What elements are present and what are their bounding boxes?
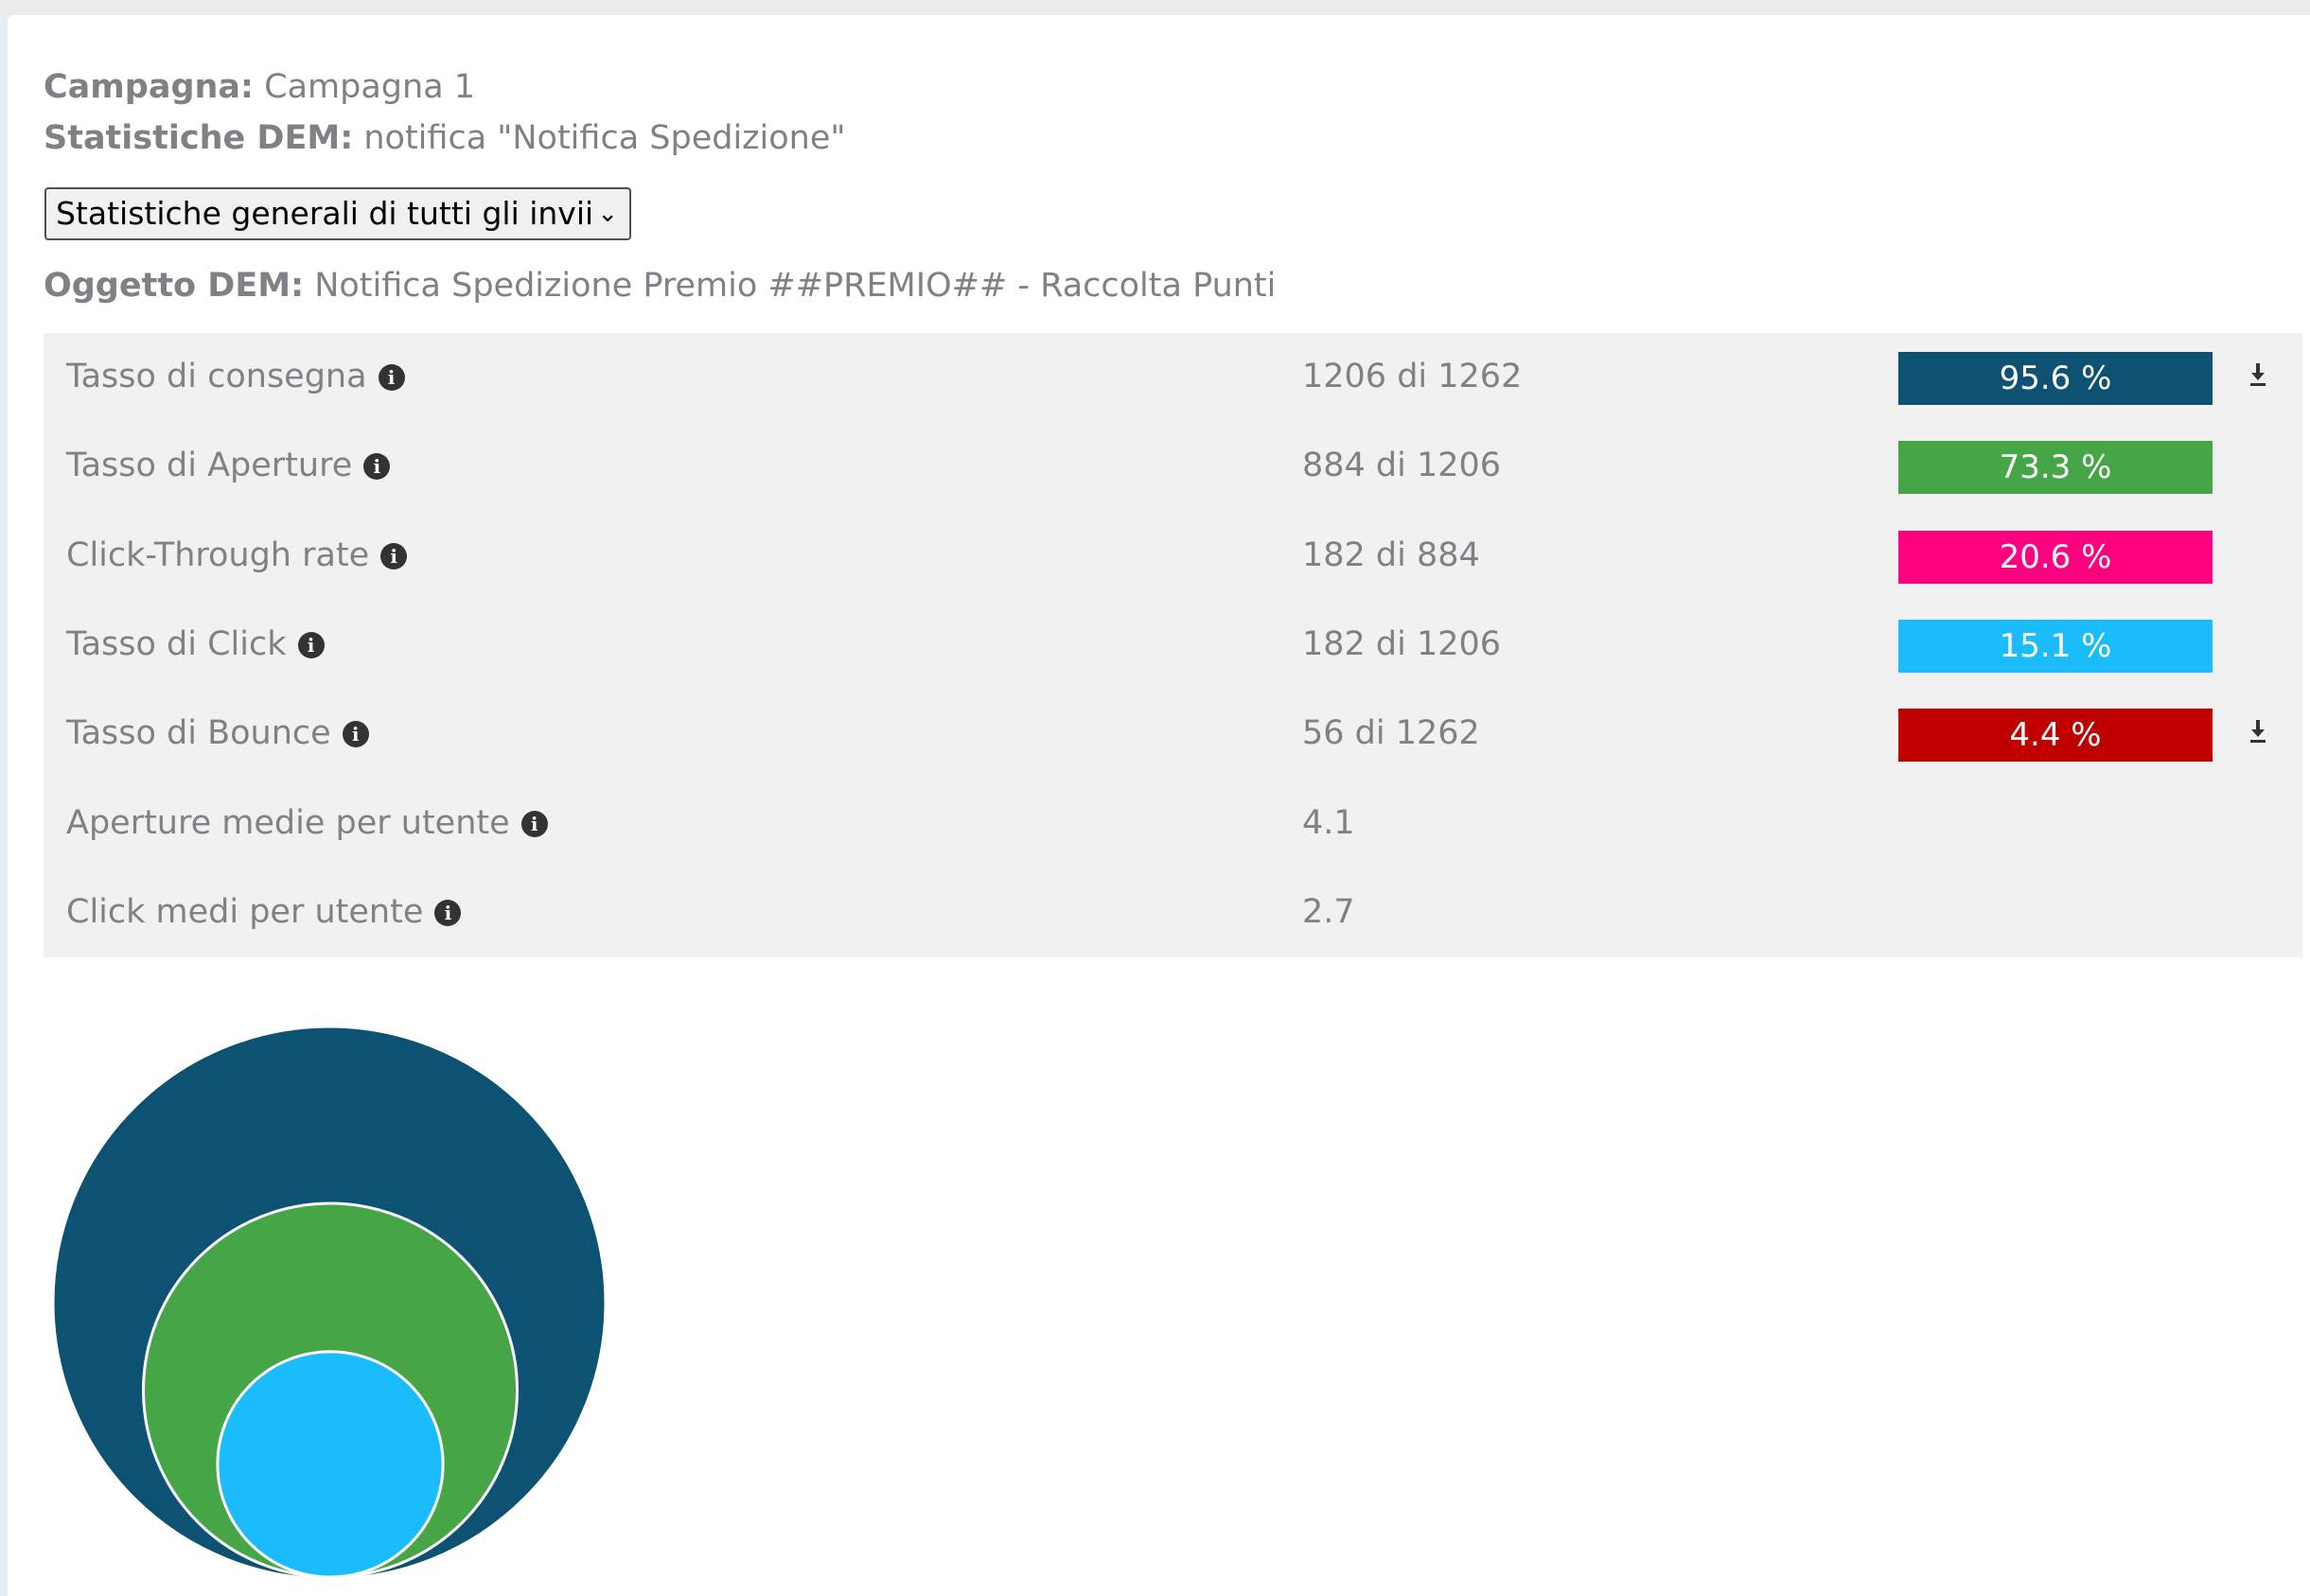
- circle-clicked: [216, 1350, 445, 1579]
- stat-value: 884 di 1206: [1302, 447, 1502, 485]
- stat-row: Click medi per utente i 2.7: [44, 868, 2302, 957]
- stat-label: Click medi per utente i: [66, 892, 462, 931]
- campaign-line: Campagna: Campagna 1: [44, 68, 475, 106]
- info-icon[interactable]: i: [363, 453, 391, 481]
- info-icon[interactable]: i: [520, 810, 548, 837]
- stats-dem-line: Statistiche DEM: notifica "Notifica Sped…: [44, 119, 846, 157]
- stat-value: 4.1: [1302, 803, 1355, 842]
- stat-label-text: Aperture medie per utente: [66, 803, 510, 842]
- stat-value: 56 di 1262: [1302, 714, 1480, 753]
- stat-value: 1206 di 1262: [1302, 358, 1523, 395]
- stat-label: Aperture medie per utente i: [66, 804, 548, 842]
- stat-label: Tasso di Bounce i: [66, 714, 369, 752]
- stat-label-text: Tasso di consegna: [66, 358, 367, 395]
- stat-percent-badge: 20.6 %: [1898, 530, 2213, 584]
- stat-value: 182 di 1206: [1302, 624, 1502, 663]
- stat-row: Tasso di Bounce i 56 di 1262 4.4 %: [44, 690, 2302, 779]
- info-icon[interactable]: i: [297, 631, 325, 658]
- info-icon[interactable]: i: [342, 721, 369, 748]
- stats-dem-label: Statistiche DEM:: [44, 119, 354, 157]
- stat-percent-badge: 73.3 %: [1898, 441, 2213, 495]
- stat-row: Tasso di consegna i 1206 di 1262 95.6 %: [44, 333, 2302, 422]
- stat-label: Tasso di Aperture i: [66, 447, 391, 485]
- stat-label: Click-Through rate i: [66, 535, 408, 574]
- send-filter-select[interactable]: Statistiche generali di tutti gli invii …: [44, 187, 631, 240]
- info-icon[interactable]: i: [434, 899, 462, 926]
- download-icon[interactable]: [2247, 718, 2269, 746]
- campaign-label: Campagna:: [44, 68, 255, 106]
- stat-row: Tasso di Aperture i 884 di 1206 73.3 %: [44, 422, 2302, 511]
- stat-percent-badge: 95.6 %: [1898, 352, 2213, 405]
- stat-label-text: Tasso di Click: [66, 624, 287, 663]
- stat-row: Tasso di Click i 182 di 1206 15.1 %: [44, 601, 2302, 690]
- stat-label-text: Tasso di Aperture: [66, 447, 353, 485]
- nested-circles-chart: [38, 1022, 625, 1596]
- stat-label: Tasso di consegna i: [66, 358, 405, 395]
- download-icon[interactable]: [2247, 361, 2269, 390]
- stat-label-text: Tasso di Bounce: [66, 714, 331, 753]
- stat-percent-badge: 4.4 %: [1898, 709, 2213, 763]
- info-icon[interactable]: i: [378, 364, 405, 391]
- stat-value: 182 di 884: [1302, 535, 1480, 574]
- stat-label-text: Click medi per utente: [66, 892, 424, 931]
- stat-value: 2.7: [1302, 892, 1355, 931]
- campaign-value: Campagna 1: [254, 68, 476, 106]
- stat-percent-badge: 15.1 %: [1898, 619, 2213, 673]
- stats-table: Tasso di consegna i 1206 di 1262 95.6 % Tass…: [44, 333, 2302, 957]
- subject-value: Notifica Spedizione Premio ##PREMIO## - …: [304, 267, 1277, 305]
- stat-label: Tasso di Click i: [66, 625, 325, 663]
- stat-label-text: Click-Through rate: [66, 535, 370, 574]
- stat-row: Click-Through rate i 182 di 884 20.6 %: [44, 512, 2302, 601]
- stat-row: Aperture medie per utente i 4.1: [44, 780, 2302, 868]
- circles-svg: [51, 1025, 608, 1581]
- subject-line: Oggetto DEM: Notifica Spedizione Premio …: [44, 267, 1276, 305]
- send-filter-selected: Statistiche generali di tutti gli invii: [56, 195, 594, 232]
- stats-dem-value: notifica "Notifica Spedizione": [353, 119, 846, 157]
- subject-label: Oggetto DEM:: [44, 267, 305, 305]
- chevron-down-icon: ⌄: [597, 200, 618, 228]
- info-icon[interactable]: i: [380, 542, 408, 570]
